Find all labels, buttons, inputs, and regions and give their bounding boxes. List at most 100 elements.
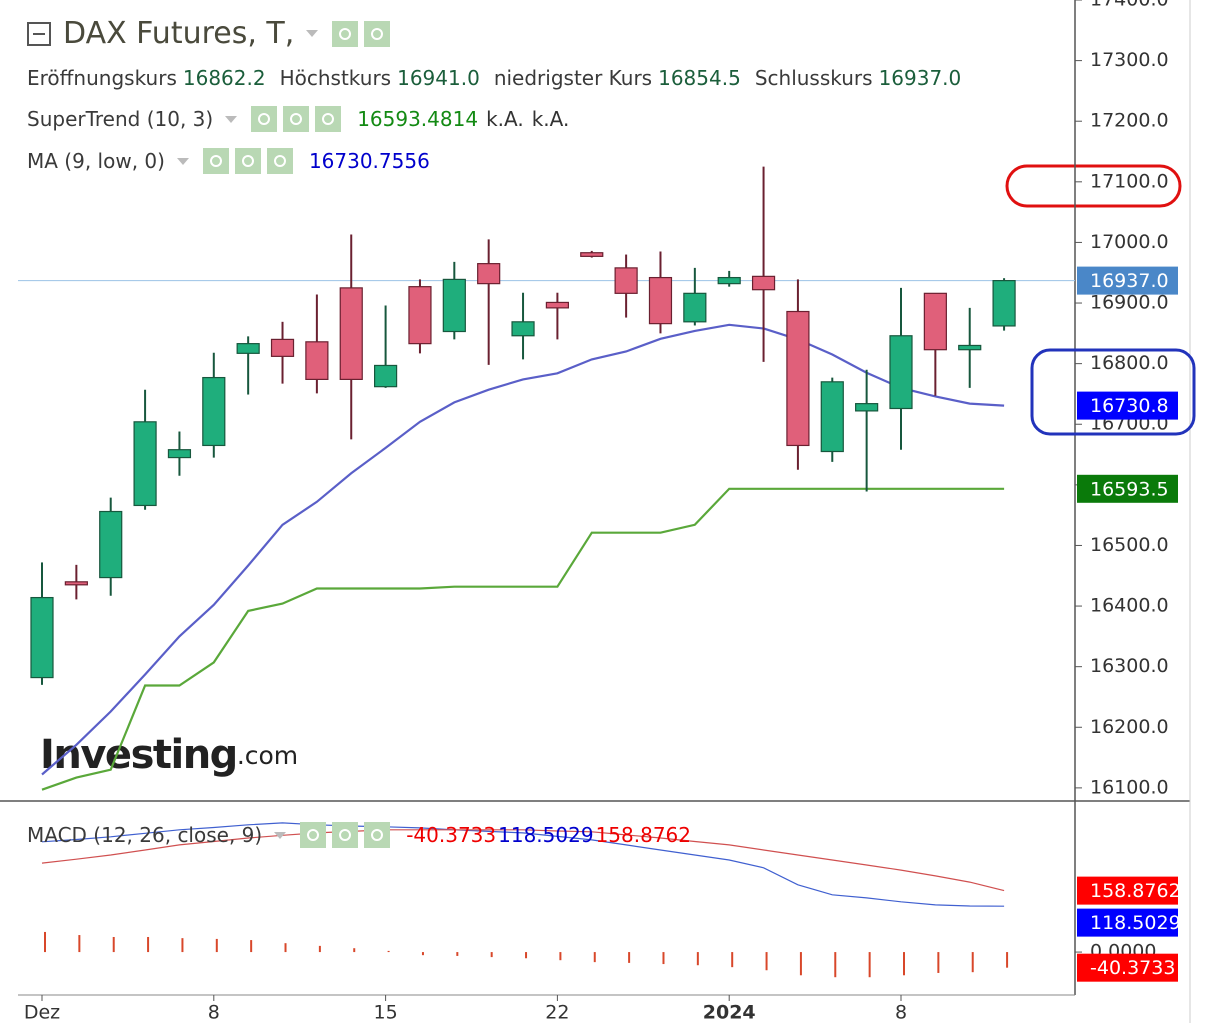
dropdown[interactable]: [306, 30, 319, 37]
candle-body: [992, 280, 1016, 327]
candle-body: [683, 292, 707, 323]
supertrend-legend: SuperTrend (10, 3) 16593.4814 k.A. k.A.: [27, 106, 577, 132]
ohlc-label: niedrigster Kurs: [493, 66, 653, 90]
ohlc-value: 16937.0: [878, 66, 962, 90]
indicator-line: [41, 323, 1005, 776]
y-tick-label: 16800.0: [1090, 352, 1169, 374]
candle-body: [511, 321, 535, 337]
candle-body: [374, 364, 398, 388]
candle-body: [786, 310, 810, 447]
candle-body: [477, 263, 501, 285]
icon[interactable]: [315, 106, 342, 132]
title-row: DAX Futures, T,: [27, 16, 396, 51]
price-badge: [1077, 908, 1178, 937]
y-tick-label: 17100.0: [1090, 170, 1169, 192]
y-tick-label: 16200.0: [1090, 716, 1169, 738]
ohlc-row: Eröffnungskurs 16862.2 Höchstkurs 16941.0 ni…: [27, 66, 975, 90]
icon[interactable]: [266, 148, 293, 174]
watermark-brand: Investing: [40, 732, 237, 778]
price-badge-label: 118.5029: [1090, 912, 1181, 934]
legend-value: -40.3733: [406, 823, 497, 847]
watermark: Investing.com: [40, 732, 298, 778]
price-badge: [1077, 391, 1178, 420]
icon[interactable]: [332, 822, 359, 848]
icon[interactable]: [234, 148, 261, 174]
legend-value: k.A.: [486, 107, 524, 131]
legend-name: SuperTrend (10, 3): [27, 107, 214, 131]
price-badge-label: 16593.5: [1090, 478, 1169, 500]
legend-value: 118.5029: [498, 823, 594, 847]
candle-body: [717, 276, 741, 285]
chart-title: DAX Futures, T,: [63, 16, 295, 51]
x-tick-label: 8: [208, 1002, 220, 1023]
icon[interactable]: [251, 106, 278, 132]
candle-body: [923, 292, 947, 351]
y-tick-label: 16900.0: [1090, 292, 1169, 314]
dropdown[interactable]: [176, 157, 189, 165]
candle-body: [648, 276, 673, 325]
macd-line: [41, 822, 1005, 907]
price-badge: [1077, 474, 1178, 503]
legend-value: 16593.4814: [357, 107, 479, 131]
ohlc-value: 16941.0: [397, 66, 480, 90]
candle-body: [305, 341, 329, 380]
y-tick-label: 17200.0: [1090, 110, 1169, 132]
x-tick-label: 15: [374, 1002, 398, 1023]
ohlc-value: 16862.2: [182, 66, 266, 90]
icon[interactable]: [364, 20, 391, 47]
candle-body: [408, 286, 432, 345]
price-badge-label: -40.3733: [1090, 957, 1175, 979]
y-tick-label: 16100.0: [1090, 776, 1169, 798]
candle-body: [958, 344, 982, 351]
candle-body: [236, 343, 260, 354]
candle-body: [580, 252, 604, 257]
ohlc-label: Schlusskurs: [754, 66, 873, 90]
candle-body: [545, 301, 570, 309]
legend-value: 16730.7556: [308, 149, 430, 173]
macd-line: [41, 829, 1005, 892]
candle-body: [202, 376, 226, 447]
y-tick-label: 16500.0: [1090, 534, 1169, 556]
legend-name: MA (9, low, 0): [27, 149, 165, 173]
y-tick-label: 17000.0: [1090, 231, 1169, 253]
candle-body: [855, 403, 879, 412]
price-badge-label: 16730.8: [1090, 395, 1169, 417]
price-badge: [1077, 953, 1178, 982]
icon[interactable]: [332, 20, 359, 47]
dropdown[interactable]: [274, 831, 287, 839]
price-badge: [1077, 266, 1178, 295]
candle-body: [614, 267, 638, 294]
legend-value: 158.8762: [595, 823, 691, 847]
watermark-suffix: .com: [237, 741, 298, 770]
red-annotation: [1005, 164, 1182, 208]
ma-legend: MA (9, low, 0) 16730.7556: [27, 148, 438, 174]
icon[interactable]: [283, 106, 310, 132]
ohlc-value: 16854.5: [658, 66, 741, 90]
candle-body: [64, 581, 88, 586]
price-badge: [1077, 876, 1178, 905]
candle-body: [133, 421, 157, 507]
blue-annotation: [1030, 348, 1196, 436]
collapse-button[interactable]: [27, 21, 51, 46]
candle-body: [30, 596, 54, 679]
price-badge-label: 16937.0: [1090, 270, 1169, 292]
x-tick-label: Dez: [24, 1002, 60, 1023]
icon[interactable]: [202, 148, 229, 174]
macd-legend: MACD (12, 26, close, 9) -40.3733 118.5029…: [27, 822, 693, 848]
candle-body: [339, 287, 363, 380]
candle-body: [167, 449, 192, 459]
candle-body: [270, 338, 295, 357]
candle-body: [751, 275, 776, 291]
icon[interactable]: [364, 822, 391, 848]
price-badge-label: 158.8762: [1090, 880, 1181, 902]
x-tick-label: 22: [545, 1002, 569, 1023]
x-tick-label: 2024: [703, 1002, 756, 1023]
dropdown[interactable]: [225, 115, 238, 123]
legend-name: MACD (12, 26, close, 9): [27, 823, 263, 847]
x-tick-label: 8: [895, 1002, 907, 1023]
candle-body: [889, 335, 913, 410]
icon[interactable]: [300, 822, 327, 848]
ohlc-label: Eröffnungskurs: [27, 66, 177, 90]
